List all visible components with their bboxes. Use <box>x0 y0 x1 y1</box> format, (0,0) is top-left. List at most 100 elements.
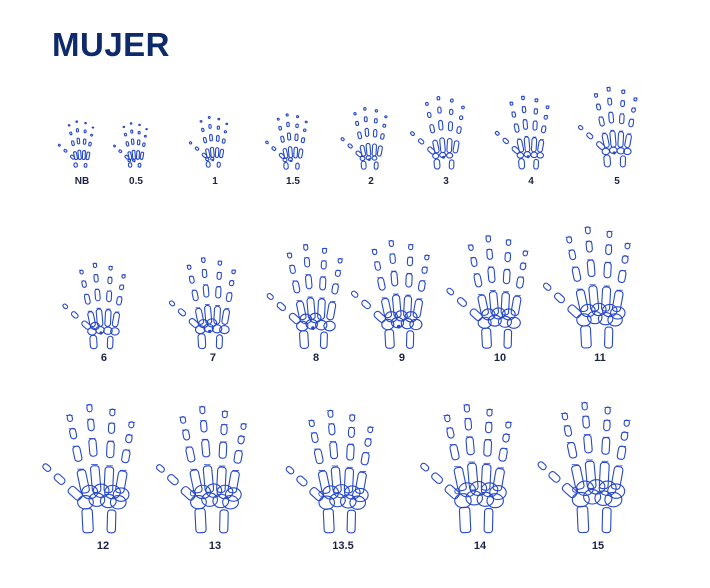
thumb-bone <box>177 308 187 317</box>
age-label: 6 <box>100 352 108 364</box>
hand-skeleton <box>266 244 343 349</box>
radius-bone <box>481 327 493 349</box>
finger-bone <box>321 247 327 254</box>
finger-bone <box>182 429 191 441</box>
finger-bone <box>201 268 208 279</box>
finger-bone <box>295 115 299 119</box>
finger-bone <box>314 448 324 465</box>
finger-bone <box>227 470 240 494</box>
finger-bone <box>521 95 526 101</box>
finger-bone <box>603 419 611 432</box>
finger-bone <box>402 295 412 318</box>
thumb-bone <box>285 466 295 475</box>
finger-bone <box>84 121 88 125</box>
finger-bone <box>77 149 82 161</box>
hand-xray-drawing <box>264 113 308 170</box>
finger-bone <box>127 151 133 160</box>
finger-bone <box>293 146 298 159</box>
finger-bone <box>567 441 578 459</box>
finger-bone <box>285 121 290 128</box>
thumb-bone <box>562 482 578 499</box>
ulna-bone <box>373 161 379 170</box>
thumb-bone <box>124 154 130 160</box>
radius-bone <box>518 158 526 170</box>
finger-bone <box>486 408 493 417</box>
finger-bone <box>77 469 91 494</box>
thumb-bone <box>266 292 274 300</box>
finger-bone <box>82 138 87 145</box>
finger-bone <box>367 426 374 434</box>
thumb-bone <box>340 137 345 142</box>
thumb-bone <box>457 297 468 307</box>
hand-xray-drawing <box>420 404 513 534</box>
finger-bone <box>107 276 113 285</box>
finger-bone <box>202 284 210 298</box>
carpal-bone <box>498 315 513 328</box>
age-label: 13 <box>208 540 222 552</box>
finger-bone <box>371 143 377 157</box>
carpal-bone <box>322 320 336 332</box>
finger-bone <box>83 129 87 134</box>
finger-bone <box>87 311 96 328</box>
finger-bone <box>581 401 589 411</box>
hand-panel: 7 <box>153 224 273 374</box>
finger-bone <box>449 98 454 103</box>
finger-bone <box>502 433 511 443</box>
finger-bone <box>92 262 98 269</box>
finger-bone <box>347 426 356 438</box>
thumb-bone <box>264 140 269 145</box>
thumb-bone <box>155 464 165 473</box>
thumb-bone <box>502 137 510 145</box>
carpal-bone <box>604 491 623 508</box>
thumb-bone <box>70 311 79 319</box>
finger-bone <box>464 417 473 431</box>
finger-bone <box>90 133 94 137</box>
radius-bone <box>73 162 79 168</box>
finger-bone <box>223 130 228 134</box>
carpal-bone <box>609 306 626 320</box>
finger-bone <box>575 289 589 313</box>
finger-bone <box>606 86 611 92</box>
finger-bone <box>620 100 625 108</box>
finger-bone <box>492 467 506 492</box>
carpal-bone <box>400 317 414 330</box>
finger-bone <box>122 125 126 129</box>
finger-bone <box>225 122 229 126</box>
age-label: 12 <box>96 540 110 552</box>
finger-bone <box>136 139 141 146</box>
carpal-bone <box>607 483 626 499</box>
ossification-center <box>310 326 315 330</box>
finger-bone <box>616 445 627 460</box>
finger-bone <box>412 298 423 319</box>
finger-bone <box>372 129 377 138</box>
finger-bone <box>201 127 205 133</box>
thumb-bone <box>373 310 386 323</box>
hand-skeleton <box>542 226 631 349</box>
finger-bone <box>76 137 81 145</box>
radius-bone <box>360 160 367 170</box>
finger-bone <box>458 115 464 121</box>
finger-bone <box>346 443 355 461</box>
finger-bone <box>67 414 74 423</box>
finger-bone <box>203 136 208 144</box>
ossification-center <box>289 159 293 163</box>
finger-bone <box>91 126 95 129</box>
hand-skeleton <box>577 86 638 168</box>
thumb-bone <box>309 487 325 502</box>
thumb-bone <box>553 292 565 304</box>
finger-bone <box>437 119 444 131</box>
carpal-bone <box>189 494 207 510</box>
thumb-bone <box>81 320 92 330</box>
finger-bone <box>138 123 141 127</box>
finger-bone <box>111 311 121 328</box>
carpal-bone <box>575 313 592 327</box>
ossification-center <box>208 329 212 334</box>
carpal-bone <box>408 318 423 331</box>
finger-bone <box>191 289 199 302</box>
carpal-bone <box>623 147 632 156</box>
finger-bone <box>75 128 80 133</box>
radius-bone <box>459 506 472 534</box>
finger-bone <box>617 131 625 148</box>
finger-bone <box>390 270 398 287</box>
finger-bone <box>621 89 626 95</box>
